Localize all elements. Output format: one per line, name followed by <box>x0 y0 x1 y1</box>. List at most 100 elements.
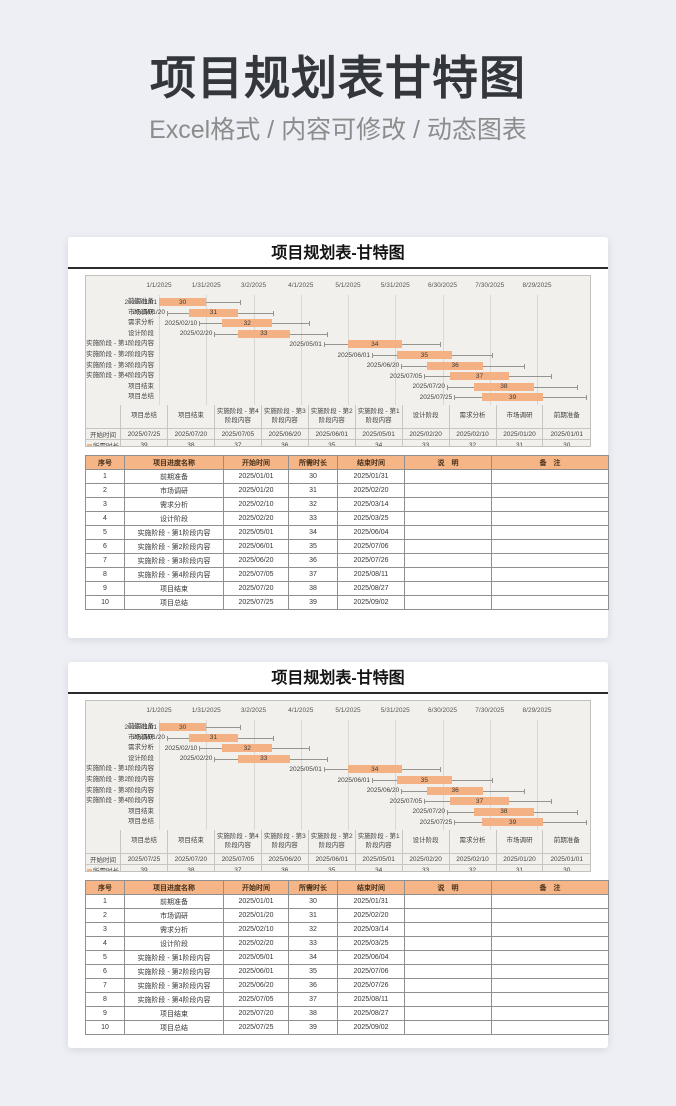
task-row-label: 实施阶段 - 第1阶段内容 <box>86 340 154 348</box>
bar-start-date-label: 2025/07/05 <box>389 797 423 805</box>
table-cell: 2025/01/01 <box>223 469 289 484</box>
hero: 项目规划表甘特图 Excel格式 / 内容可修改 / 动态图表 <box>0 50 676 146</box>
legend-row: 开始时间 2025/07/25 2025/07/20 2025/07/05 2025/0… <box>86 428 590 440</box>
bar-start-date-label: 2025/06/20 <box>366 787 400 795</box>
table-cell <box>404 936 492 951</box>
bar-duration-label: 33 <box>260 755 268 763</box>
axis-date-label: 3/2/2025 <box>240 707 267 714</box>
bar-duration-label: 37 <box>475 372 484 380</box>
bar-start-date-label: 2025/07/05 <box>389 372 423 380</box>
table-cell <box>491 581 609 596</box>
table-cell: 9 <box>85 1006 125 1021</box>
title-underline <box>68 692 608 694</box>
table-header-cell: 序号 <box>85 880 125 895</box>
legend-row: 项目总结 项目结束 实施阶段 - 第4阶段内容 实施阶段 - 第3阶段内容 实施阶段 -… <box>86 405 590 429</box>
legend-row: 所需时长 39 38 37 36 35 34 33 32 31 30 <box>86 864 590 871</box>
axis-date-label: 6/30/2025 <box>428 707 457 714</box>
gantt-bar <box>348 340 402 349</box>
task-row-label: 实施阶段 - 第4阶段内容 <box>86 372 154 380</box>
gantt-bar <box>426 786 484 795</box>
whisker-cap-icon <box>440 342 442 348</box>
whisker-cap-icon <box>323 767 325 773</box>
task-row-label: 市场调研 <box>128 308 154 316</box>
bar-start-date-label: 2025/07/25 <box>419 818 453 826</box>
gridline <box>537 720 538 830</box>
legend-duration: 34 <box>354 864 403 871</box>
page: { "page": { "title": "项目规划表甘特图", "subtit… <box>0 50 676 1106</box>
table-cell: 市场调研 <box>124 908 224 923</box>
table-header-cell: 所需时长 <box>288 880 338 895</box>
legend-duration: 36 <box>260 864 309 871</box>
table-cell: 2025/07/05 <box>223 567 289 582</box>
legend-start-date: 2025/01/20 <box>495 428 543 440</box>
axis-date-label: 8/29/2025 <box>522 707 552 714</box>
table-cell: 2025/03/14 <box>337 497 405 512</box>
gantt-bar <box>159 298 207 306</box>
legend-series-name: 实施阶段 - 第3阶段内容 <box>260 830 309 854</box>
legend-start-date: 2025/05/01 <box>354 428 403 440</box>
table-cell <box>491 1020 609 1035</box>
table-row: 1 前期准备 2025/01/01 30 2025/01/31 <box>85 469 609 484</box>
table-cell: 33 <box>288 511 338 526</box>
table-cell: 2025/02/20 <box>223 936 289 951</box>
gridline <box>395 295 397 405</box>
legend-duration: 34 <box>354 439 403 446</box>
worksheet-card-2: 项目规划表-甘特图 1/1/2025 1/31/2025 3/2/2025 4/1/2… <box>68 662 609 1048</box>
legend-start-date: 2025/05/01 <box>354 853 403 865</box>
legend-duration: 30 <box>542 864 590 871</box>
table-row: 10 项目总结 2025/07/25 39 2025/09/02 <box>85 595 609 610</box>
gantt-chart: 1/1/2025 1/31/2025 3/2/2025 4/1/2025 5/1/202… <box>85 275 591 447</box>
gridline <box>159 720 160 830</box>
table-cell: 37 <box>288 992 338 1007</box>
table-cell: 设计阶段 <box>124 936 224 951</box>
bar-duration-label: 32 <box>243 744 251 752</box>
table-cell: 前期准备 <box>124 894 224 909</box>
whisker-cap-icon <box>424 799 426 805</box>
legend-series-name: 设计阶段 <box>401 405 450 429</box>
legend-row-label: 所需时长 <box>86 864 121 871</box>
table-row: 4 设计阶段 2025/02/20 33 2025/03/25 <box>85 511 609 526</box>
task-row-label: 实施阶段 - 第3阶段内容 <box>86 786 154 794</box>
table-cell: 30 <box>288 894 338 909</box>
gridline <box>537 295 538 405</box>
table-row: 7 实施阶段 - 第3阶段内容 2025/06/20 36 2025/07/26 <box>85 553 609 568</box>
legend-duration: 33 <box>401 864 450 871</box>
table-cell: 项目总结 <box>124 1020 224 1035</box>
bar-duration-label: 38 <box>500 808 508 816</box>
table-cell: 33 <box>288 936 338 951</box>
title-underline <box>68 267 608 269</box>
whisker-cap-icon <box>550 374 552 380</box>
table-cell: 实施阶段 - 第1阶段内容 <box>124 950 224 965</box>
legend-start-date: 2025/07/05 <box>213 428 262 440</box>
legend-start-date: 2025/07/05 <box>213 853 262 865</box>
legend-series-name: 需求分析 <box>448 405 496 429</box>
table-header-cell: 序号 <box>85 455 125 470</box>
sheet-title: 项目规划表-甘特图 <box>271 245 405 262</box>
table-cell: 4 <box>85 511 125 526</box>
table-cell: 7 <box>85 553 125 568</box>
legend-series-name: 实施阶段 - 第2阶段内容 <box>307 405 356 429</box>
whisker-cap-icon <box>401 363 403 369</box>
bar-duration-label: 36 <box>451 787 459 795</box>
gridline <box>489 295 491 405</box>
legend-duration: 35 <box>307 864 356 871</box>
table-cell: 3 <box>85 922 125 937</box>
axis-date-label: 1/1/2025 <box>146 707 172 714</box>
table-cell: 3 <box>85 497 125 512</box>
legend-row: 开始时间 2025/07/25 2025/07/20 2025/07/05 2025/0… <box>86 853 590 865</box>
table-cell: 5 <box>85 525 125 540</box>
whisker-cap-icon <box>272 735 274 741</box>
task-row-label: 项目总结 <box>128 393 154 401</box>
table-cell: 38 <box>288 1006 338 1021</box>
table-cell: 2025/07/06 <box>337 539 405 554</box>
table-cell <box>491 511 609 526</box>
table-row: 9 项目结束 2025/07/20 38 2025/08/27 <box>85 581 609 596</box>
table-cell <box>404 483 492 498</box>
whisker-cap-icon <box>308 321 310 327</box>
table-cell: 需求分析 <box>124 922 224 937</box>
table-cell <box>491 978 609 993</box>
gantt-bar <box>450 372 509 381</box>
whisker-cap-icon <box>327 756 329 762</box>
bar-duration-label: 37 <box>475 797 484 805</box>
legend-series-name: 项目结束 <box>166 405 215 429</box>
